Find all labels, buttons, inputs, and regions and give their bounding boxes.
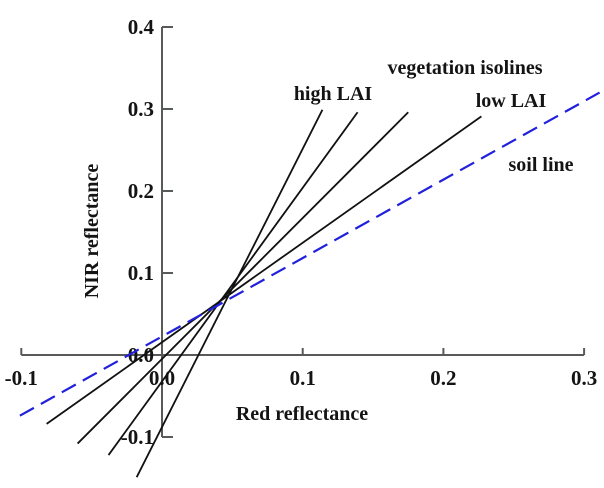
y-tick-label: 0.2	[128, 179, 154, 203]
y-tick-label: -0.1	[121, 425, 154, 449]
y-axis-title: NIR reflectance	[81, 164, 103, 299]
series-layer	[19, 91, 601, 478]
axes-layer: -0.1 0.0 0.1 0.2 0.30.40.30.20.10.0-0.1	[5, 15, 598, 449]
vegetation-isolines-label: vegetation isolines	[388, 57, 543, 79]
soil-line-label: soil line	[508, 154, 573, 176]
y-tick-label: 0.4	[128, 15, 155, 39]
soil-line	[19, 91, 601, 417]
vegetation-isoline-high-LAI	[107, 111, 359, 456]
vegetation-isoline-low-LAI	[46, 115, 482, 425]
x-tick-label: 0.3	[571, 366, 597, 390]
x-axis-title: Red reflectance	[236, 403, 368, 425]
x-tick-label: -0.1	[5, 366, 38, 390]
x-tick-label: 0.2	[430, 366, 456, 390]
vegetation-isoline-mid-LAI	[76, 111, 409, 445]
y-tick-label: 0.1	[128, 261, 154, 285]
annotation-layer: high LAI vegetation isolines low LAI soil l…	[294, 57, 574, 176]
low-lai-label: low LAI	[476, 90, 547, 112]
y-tick-label: 0.3	[128, 97, 154, 121]
high-lai-label: high LAI	[294, 83, 373, 105]
x-tick-label: 0.1	[290, 366, 316, 390]
